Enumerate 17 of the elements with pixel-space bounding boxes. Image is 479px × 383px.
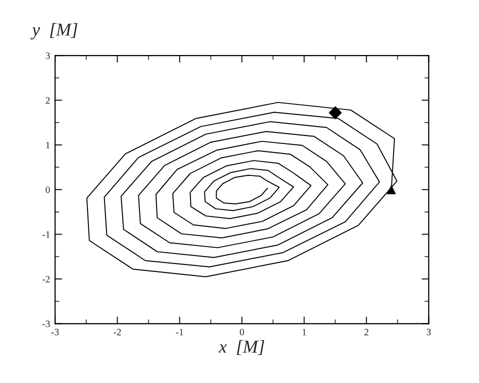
y-tick-label: 1	[46, 142, 50, 148]
x-tick-label: 1	[302, 328, 306, 336]
x-axis-title: x [M]	[218, 340, 264, 356]
y-axis-title: y [M]	[30, 23, 78, 40]
x-tick-label: -2	[114, 328, 121, 336]
y-tick-label: -3	[42, 320, 50, 328]
x-tick-label: -3	[51, 328, 59, 336]
line-series	[86, 102, 398, 278]
y-tick-label: 2	[46, 97, 50, 104]
y-tick-label: -2	[42, 276, 50, 282]
x-tick-label: -1	[176, 328, 184, 336]
x-tick-label: 0	[240, 328, 244, 336]
y-tick-label: -1	[42, 231, 50, 238]
x-tick-label: 3	[426, 328, 431, 336]
y-tick-label: 3	[46, 52, 50, 60]
y-tick-label: 0	[46, 186, 50, 194]
x-tick-label: 2	[364, 328, 368, 336]
